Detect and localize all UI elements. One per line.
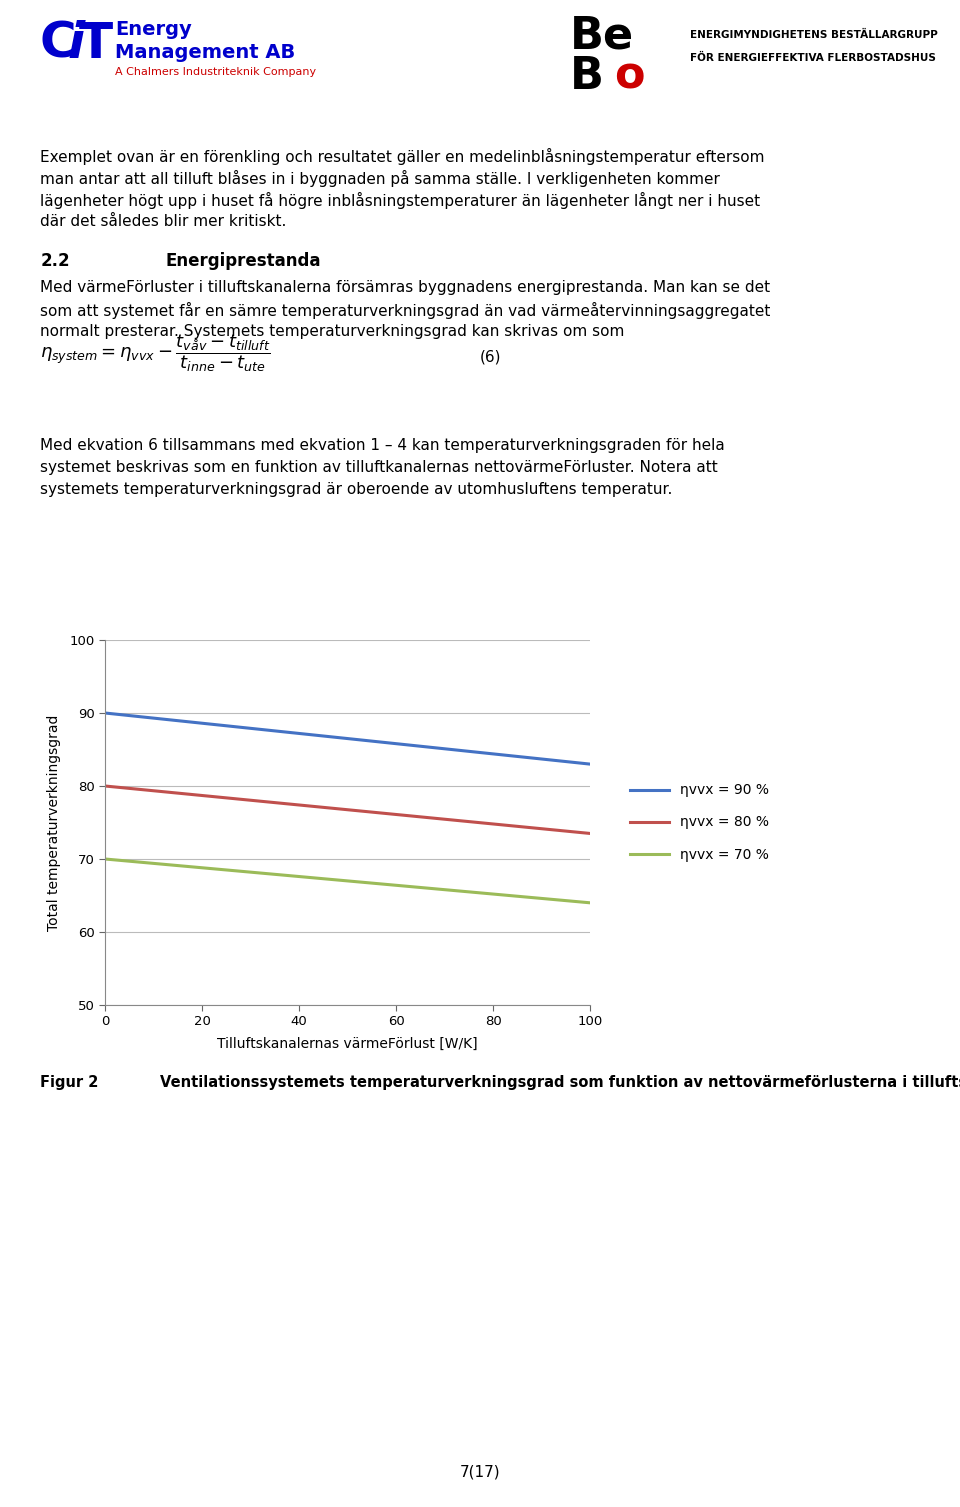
Text: Figur 2: Figur 2 (40, 1074, 99, 1090)
Y-axis label: Total temperaturverkningsgrad: Total temperaturverkningsgrad (47, 714, 61, 931)
Text: A Chalmers Industriteknik Company: A Chalmers Industriteknik Company (115, 66, 316, 77)
Text: Management AB: Management AB (115, 42, 296, 62)
Text: C: C (40, 20, 77, 68)
Text: $\eta_{system} = \eta_{vvx} - \dfrac{t_{v\aa v}-t_{tilluft}}{t_{inne}-t_{ute}}$: $\eta_{system} = \eta_{vvx} - \dfrac{t_{… (40, 333, 271, 374)
Text: där det således blir mer kritiskt.: där det således blir mer kritiskt. (40, 214, 287, 229)
Text: Ventilationssystemets temperaturverkningsgrad som funktion av nettovärmeförluste: Ventilationssystemets temperaturverkning… (160, 1074, 960, 1090)
Text: T: T (79, 20, 113, 68)
Text: Energiprestanda: Energiprestanda (165, 252, 321, 270)
Text: Be: Be (570, 15, 635, 57)
Text: man antar att all tilluft blåses in i byggnaden på samma ställe. I verkligenhete: man antar att all tilluft blåses in i by… (40, 170, 720, 187)
Text: Med värmeFörluster i tilluftskanalerna försämras byggnadens energiprestanda. Man: Med värmeFörluster i tilluftskanalerna f… (40, 280, 771, 295)
Text: i: i (67, 20, 84, 68)
Text: FÖR ENERGIEFFEKTIVA FLERBOSTADSHUS: FÖR ENERGIEFFEKTIVA FLERBOSTADSHUS (690, 53, 936, 63)
Text: Energy: Energy (115, 20, 192, 39)
Text: (6): (6) (480, 350, 501, 365)
Text: Exemplet ovan är en förenkling och resultatet gäller en medelinblåsningstemperat: Exemplet ovan är en förenkling och resul… (40, 148, 765, 164)
X-axis label: Tilluftskanalernas värmeFörlust [W/K]: Tilluftskanalernas värmeFörlust [W/K] (217, 1037, 478, 1050)
Text: 2.2: 2.2 (40, 252, 70, 270)
Text: systemets temperaturverkningsgrad är oberoende av utomhusluftens temperatur.: systemets temperaturverkningsgrad är obe… (40, 482, 673, 497)
Text: Med ekvation 6 tillsammans med ekvation 1 – 4 kan temperaturverkningsgraden för : Med ekvation 6 tillsammans med ekvation … (40, 439, 725, 454)
Text: lägenheter högt upp i huset få högre inblåsningstemperaturer än lägenheter långt: lägenheter högt upp i huset få högre inb… (40, 191, 760, 209)
Legend: ηvvx = 90 %, ηvvx = 80 %, ηvvx = 70 %: ηvvx = 90 %, ηvvx = 80 %, ηvvx = 70 % (626, 779, 774, 865)
Text: systemet beskrivas som en funktion av tilluftkanalernas nettovärmeFörluster. Not: systemet beskrivas som en funktion av ti… (40, 460, 718, 475)
Text: som att systemet får en sämre temperaturverkningsgrad än vad värmeåtervinningsag: som att systemet får en sämre temperatur… (40, 301, 771, 319)
Text: ENERGIMYNDIGHETENS BESTÄLLARGRUPP: ENERGIMYNDIGHETENS BESTÄLLARGRUPP (690, 30, 938, 41)
Text: o: o (614, 54, 644, 98)
Text: B: B (570, 54, 604, 98)
Text: normalt presterar. Systemets temperaturverkningsgrad kan skrivas om som: normalt presterar. Systemets temperaturv… (40, 324, 625, 339)
Text: 7(17): 7(17) (460, 1465, 500, 1480)
